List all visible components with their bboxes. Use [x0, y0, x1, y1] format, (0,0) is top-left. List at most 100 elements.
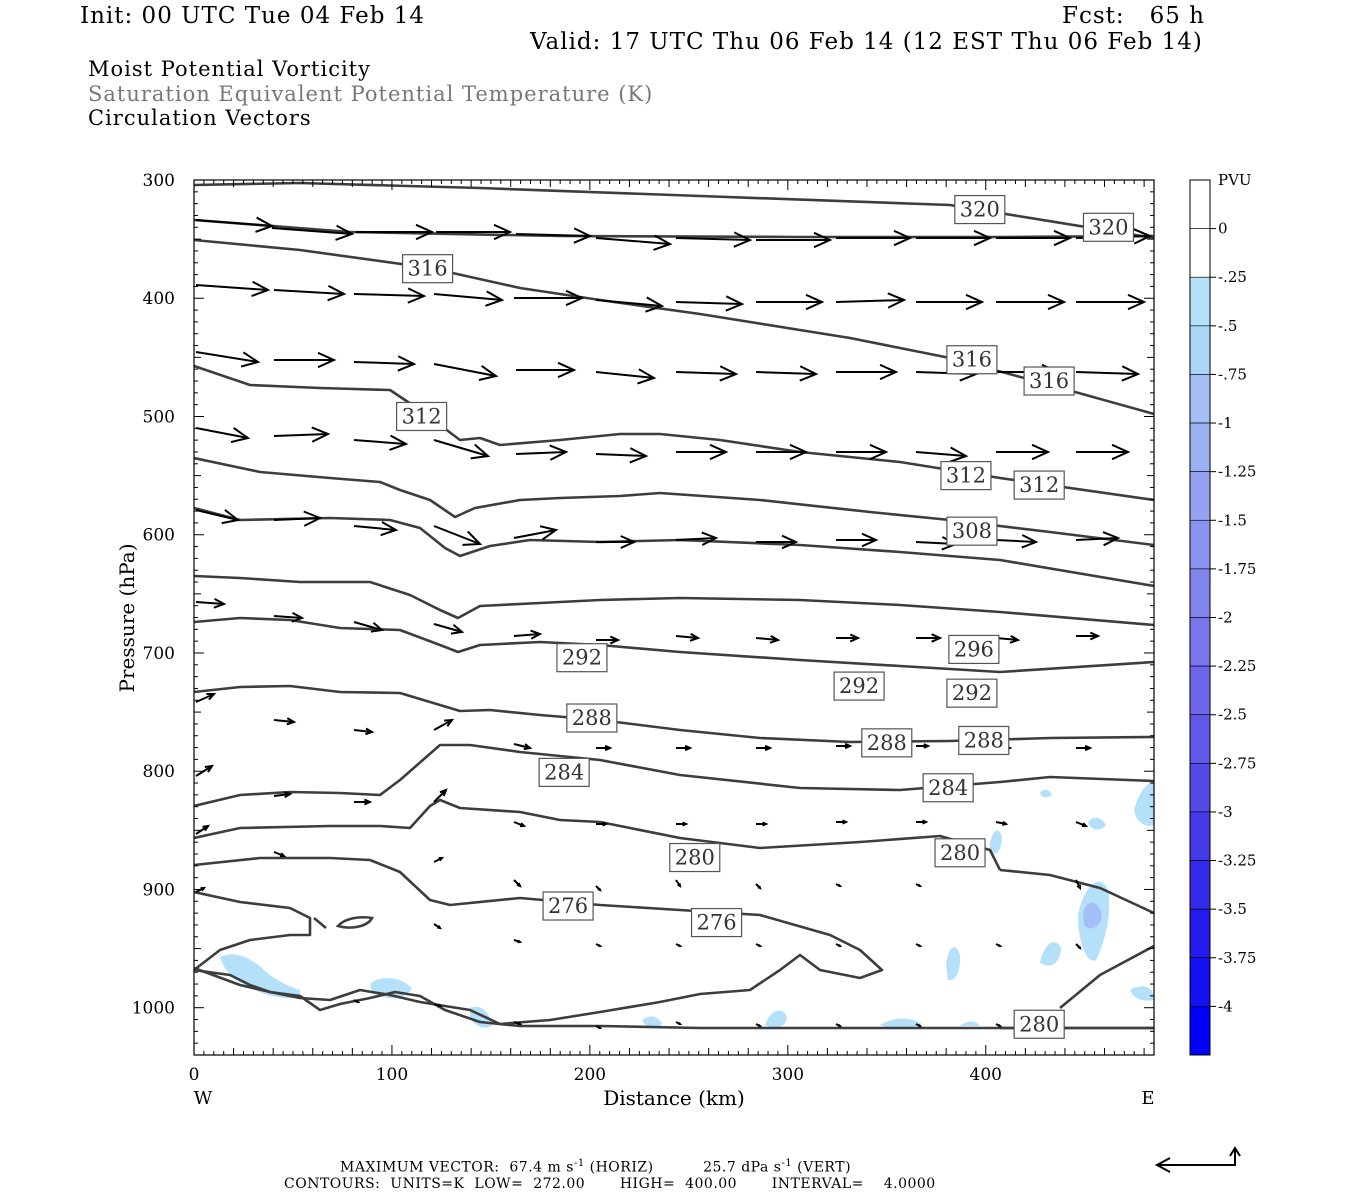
vector-head — [1009, 634, 1021, 644]
colorbar-swatch-12 — [1189, 763, 1211, 813]
contour-label-288: 288 — [566, 703, 618, 733]
vector-shaft — [195, 219, 273, 227]
theta-es-contour-3 — [194, 364, 1154, 502]
vector-shaft — [755, 637, 779, 641]
vector-shaft — [1075, 371, 1139, 375]
vector-arrow-12 — [195, 280, 271, 298]
contour-label-280: 280 — [669, 842, 721, 873]
colorbar-label: -3.75 — [1218, 949, 1256, 967]
vector-arrow-93 — [916, 819, 929, 825]
colorbar-swatch-9 — [1189, 617, 1211, 667]
vector-arrow-81 — [916, 743, 931, 749]
vector-head — [1047, 293, 1067, 311]
vector-arrow-4 — [515, 227, 593, 244]
contour-labels: 320 320 316 316 316 312 312 312 308 296 292 292 292 2… — [396, 194, 1135, 1039]
vector-head — [918, 1024, 923, 1028]
vector-shaft — [353, 293, 425, 297]
vector-arrow-59 — [1075, 531, 1121, 547]
vector-head — [204, 764, 215, 773]
vector-head — [493, 223, 513, 241]
vector-shaft — [273, 793, 291, 797]
vector-shaft — [515, 233, 591, 237]
colorbar-label: 0 — [1218, 220, 1228, 238]
vector-arrow-20 — [835, 292, 907, 309]
x-tick-label: 400 — [970, 1065, 1002, 1085]
colorbar-swatch-15 — [1189, 908, 1211, 959]
vector-shaft — [195, 284, 269, 291]
vector-head — [838, 884, 843, 888]
contour-label-text: 280 — [1019, 1012, 1059, 1036]
contour-label-box — [538, 757, 590, 787]
colorbar-swatch-11 — [1189, 714, 1211, 764]
vector-arrow-114 — [995, 943, 1003, 948]
contour-label-312: 312 — [396, 401, 448, 432]
vector-arrow-109 — [595, 943, 603, 948]
contour-label-276: 276 — [690, 907, 743, 938]
y-tick-label: 800 — [143, 762, 175, 782]
vector-head — [1081, 822, 1089, 828]
vector-arrow-41 — [595, 447, 649, 464]
vector-head — [769, 634, 781, 644]
vector-head — [397, 355, 417, 372]
vector-head — [758, 944, 763, 948]
vector-head — [602, 821, 609, 827]
vector-head — [240, 351, 261, 368]
colorbar-swatch-2 — [1189, 276, 1211, 327]
contour-label-text: 316 — [408, 257, 448, 281]
vector-head — [517, 1021, 523, 1026]
contour-label-box — [946, 516, 998, 546]
colorbar-label: -3.25 — [1218, 852, 1256, 870]
contour-label-box — [1023, 366, 1075, 396]
contour-label-316: 316 — [401, 254, 454, 284]
vector-head — [931, 633, 943, 643]
vector-head — [719, 365, 739, 382]
vector-head — [764, 744, 773, 752]
vector-head — [291, 612, 305, 623]
theta-es-contour-13 — [999, 868, 1154, 915]
contour-label-text: 320 — [1088, 215, 1128, 239]
theta-es-contour-16 — [194, 966, 1154, 1030]
vector-head — [335, 224, 355, 241]
vector-arrow-111 — [755, 943, 763, 948]
colorbar-label: -2 — [1218, 609, 1233, 627]
contour-label-text: 316 — [1029, 369, 1069, 393]
contour-label-308: 308 — [946, 516, 998, 546]
vector-arrow-103 — [835, 883, 843, 888]
vector-head — [415, 223, 435, 241]
mpv-region-10 — [946, 947, 961, 981]
mpv-region-0 — [220, 954, 300, 999]
colorbar-label: -1.25 — [1218, 463, 1256, 481]
vector-head — [789, 443, 809, 461]
vector-head — [758, 1024, 763, 1028]
y-tick-label: 600 — [143, 526, 175, 546]
contour-label-text: 284 — [544, 760, 584, 784]
vector-arrow-116 — [353, 999, 361, 1004]
vert-exponent: -1 — [781, 1158, 793, 1169]
vector-arrow-98 — [433, 856, 445, 863]
vector-head — [604, 744, 613, 752]
vector-shaft — [433, 439, 489, 457]
vector-head — [437, 1003, 443, 1008]
vector-arrow-17 — [595, 296, 665, 313]
theta-es-contour-1 — [194, 218, 1154, 239]
colorbar-label: -2.5 — [1218, 706, 1247, 724]
horiz-vector-value: 67.4 m s — [509, 1159, 574, 1176]
vector-arrow-86 — [354, 798, 373, 806]
contour-label-text: 292 — [952, 681, 992, 705]
theta-es-closed-contour — [335, 915, 374, 929]
contour-label-box — [861, 728, 913, 758]
pvu-colorbar: PVU 0 -.25 -.5 -.75 -1 -1.25 -1.5 -1.75 -2 -2.25 -2… — [1189, 171, 1256, 1056]
mpv-region-3 — [642, 1016, 662, 1028]
vector-head — [450, 624, 465, 635]
vector-head — [725, 295, 745, 312]
vector-head — [557, 361, 577, 379]
theta-es-contour-11 — [194, 856, 884, 1026]
vector-arrow-42 — [676, 443, 729, 461]
contour-label-box — [1013, 470, 1065, 500]
vector-head — [519, 822, 527, 828]
vert-vector-value: 25.7 dPa s — [703, 1159, 782, 1176]
vector-arrow-73 — [273, 717, 297, 726]
vector-head — [462, 530, 483, 546]
vector-arrow-121 — [755, 1023, 763, 1028]
field-title-vectors: Circulation Vectors — [88, 106, 312, 130]
